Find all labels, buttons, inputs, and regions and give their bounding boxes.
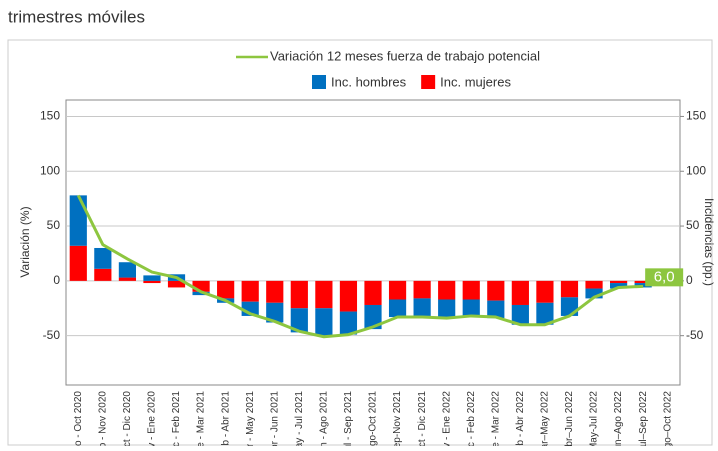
- legend-label: Inc. mujeres: [440, 74, 511, 89]
- bar: [560, 280, 579, 298]
- plot-area: [65, 99, 681, 386]
- bar: [438, 299, 456, 318]
- bar: [634, 280, 652, 284]
- subtitle: trimestres móviles: [8, 7, 145, 26]
- bar: [388, 280, 407, 300]
- x-tick-label: Mar–May 2022: [540, 391, 551, 446]
- bar: [143, 280, 161, 284]
- bar: [413, 298, 431, 316]
- x-tick-label: Mar - May 2021: [245, 391, 256, 446]
- x-tick-label: Jun–Ago 2022: [613, 391, 624, 446]
- bar: [536, 302, 554, 325]
- bar: [610, 280, 628, 284]
- y-tick-label: 100: [40, 163, 60, 177]
- bar: [536, 280, 554, 303]
- x-tick-label: May-Jul 2022: [589, 391, 600, 446]
- x-tick-label: Oct - Dic 2020: [122, 391, 133, 446]
- y2-tick-label: -50: [686, 328, 704, 342]
- bar: [118, 277, 136, 281]
- y-axis-label: Variación (%): [18, 206, 32, 277]
- x-tick-label: Jul - Sep 2021: [343, 391, 354, 446]
- y-tick-label: -50: [43, 328, 61, 342]
- bar: [487, 300, 505, 319]
- bar: [266, 302, 284, 323]
- bar: [585, 280, 603, 289]
- x-tick-label: Ago-Oct 2021: [368, 391, 379, 446]
- y2-axis-label: Incidencias (pp.): [702, 198, 716, 286]
- panel: [7, 39, 713, 446]
- x-tick-label: Sep-Nov 2021: [392, 391, 403, 446]
- x-tick-label: Ago–Oct 2022: [662, 391, 673, 446]
- bar: [585, 288, 603, 299]
- bar: [511, 304, 529, 325]
- x-tick-label: Nov - Ene 2020: [147, 391, 158, 446]
- bar: [94, 247, 112, 269]
- bar: [315, 308, 333, 336]
- bar: [634, 283, 652, 288]
- x-tick-label: Dic - Feb 2022: [466, 391, 477, 446]
- bar: [69, 195, 87, 246]
- annotation-box: [645, 268, 684, 287]
- x-tick-label: Jun - Ago 2021: [319, 391, 330, 446]
- bar: [192, 291, 210, 296]
- y-tick-label: 150: [40, 109, 60, 123]
- bar: [413, 280, 431, 299]
- x-tick-label: Oct - Dic 2021: [417, 391, 428, 446]
- line: [76, 194, 644, 339]
- y2-tick-label: 150: [686, 109, 706, 123]
- bar: [143, 275, 161, 281]
- bar: [462, 299, 480, 316]
- legend-label: Inc. hombres: [331, 74, 407, 89]
- legend-swatch: [421, 75, 436, 89]
- x-tick-label: Dic - Feb 2021: [171, 391, 182, 446]
- x-tick-label: Sep - Nov 2020: [97, 391, 108, 446]
- x-tick-label: Ene - Mar 2022: [490, 391, 501, 446]
- bar: [438, 280, 456, 300]
- y2-tick-label: 0: [686, 273, 693, 287]
- x-tick-label: Ene - Mar 2021: [196, 391, 207, 446]
- x-tick-label: Jul–Sep 2022: [638, 391, 649, 446]
- bar: [610, 283, 628, 289]
- y2-tick-label: 100: [686, 163, 706, 177]
- y-tick-label: 0: [53, 273, 60, 287]
- bar: [167, 280, 186, 288]
- annotation: 6,0: [654, 268, 675, 285]
- bar: [69, 245, 87, 281]
- x-tick-label: Ago - Oct 2020: [73, 391, 84, 446]
- bar: [462, 280, 480, 300]
- bar: [241, 280, 259, 302]
- bar: [315, 280, 333, 309]
- bar: [364, 304, 382, 330]
- x-tick-label: Abr - Jun 2021: [269, 391, 280, 446]
- bar: [94, 268, 112, 281]
- bar: [364, 280, 382, 305]
- bar: [339, 280, 358, 312]
- bar: [118, 262, 136, 278]
- legend-swatch: [312, 75, 326, 89]
- legend-label: Variación 12 meses fuerza de trabajo pot…: [270, 48, 540, 63]
- bar: [339, 311, 358, 335]
- bar: [511, 280, 529, 305]
- bar: [217, 280, 235, 299]
- bar: [192, 280, 210, 292]
- x-tick-label: Feb - Abr 2022: [515, 391, 526, 446]
- y-tick-label: 50: [47, 218, 61, 232]
- x-tick-label: May - Jul 2021: [294, 391, 305, 446]
- bar: [388, 299, 407, 318]
- bar: [290, 280, 308, 309]
- bar: [266, 280, 284, 303]
- x-tick-label: Nov - Ene 2022: [441, 391, 452, 446]
- x-tick-label: Abr–Jun 2022: [564, 391, 575, 446]
- bar: [487, 280, 505, 301]
- x-tick-label: Feb - Abr 2021: [220, 391, 231, 446]
- y2-tick-label: 50: [686, 218, 700, 232]
- bar: [290, 308, 308, 333]
